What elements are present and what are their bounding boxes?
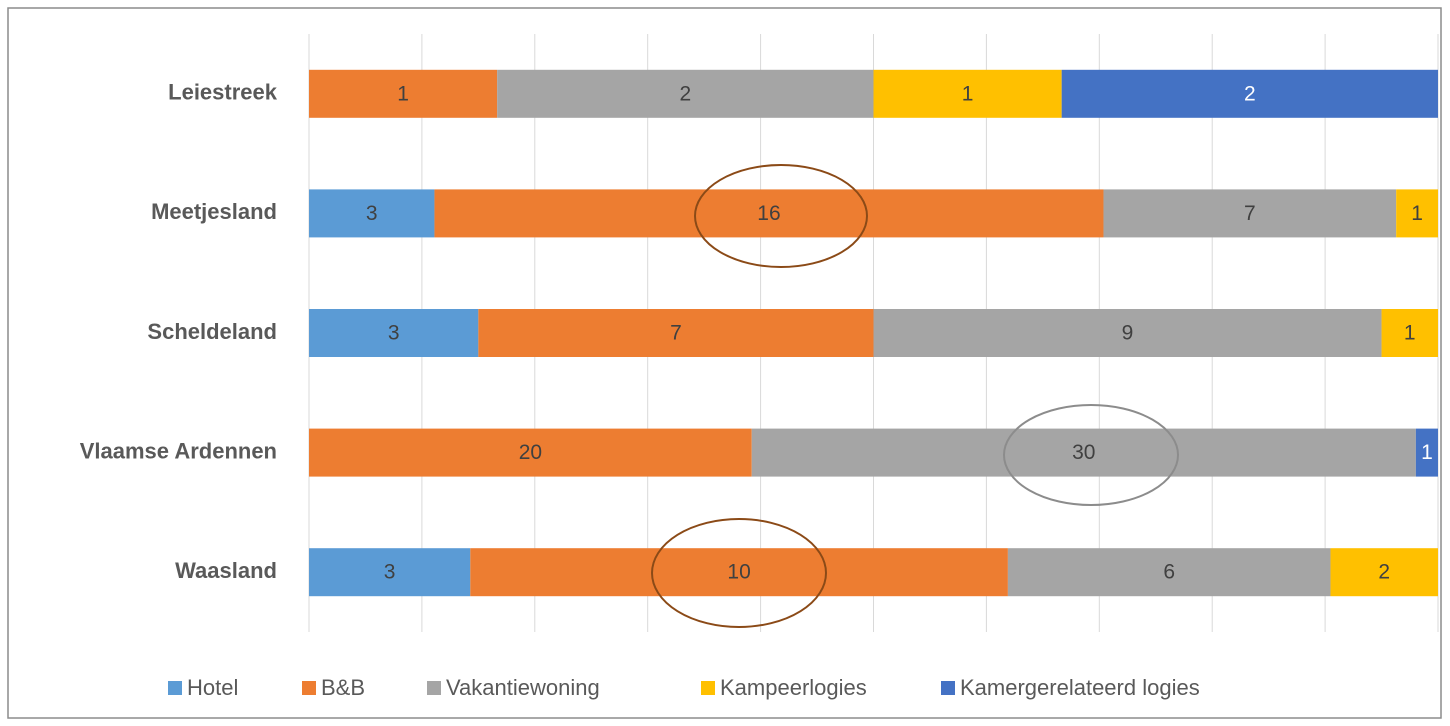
data-label: 2	[1378, 561, 1390, 584]
bar-segment	[309, 309, 479, 357]
data-label: 1	[962, 82, 974, 105]
bar-segment	[309, 428, 752, 477]
legend-swatch	[302, 681, 316, 695]
bar-segment	[497, 69, 874, 118]
bar-segment	[434, 189, 1104, 238]
y-tick-label: Meetjesland	[151, 199, 277, 224]
bar-segment	[1396, 189, 1438, 238]
data-label: 3	[388, 322, 400, 345]
annotation-circle	[1003, 404, 1179, 506]
annotation-circle	[651, 518, 827, 628]
y-tick-label: Leiestreek	[168, 80, 278, 105]
bar-segment	[1007, 548, 1331, 597]
data-label: 1	[1404, 322, 1416, 345]
data-label: 6	[1163, 561, 1175, 584]
legend-swatch	[941, 681, 955, 695]
bar-segment	[1103, 189, 1397, 238]
bar-segment	[1381, 309, 1438, 357]
bar-segment	[873, 309, 1382, 357]
bar-segment	[1330, 548, 1438, 597]
y-tick-label: Vlaamse Ardennen	[80, 438, 277, 463]
data-label: 1	[1421, 441, 1433, 464]
data-label: 16	[757, 202, 780, 225]
data-label: 10	[727, 561, 750, 584]
y-tick-label: Waasland	[175, 558, 277, 583]
y-tick-label: Scheldeland	[147, 319, 277, 344]
bar-segment	[309, 69, 498, 118]
bar-segment	[478, 309, 874, 357]
bar-segment	[873, 69, 1062, 118]
data-label: 30	[1072, 441, 1095, 464]
bar-segment	[751, 428, 1416, 477]
data-label: 7	[1244, 202, 1256, 225]
chart-border	[7, 7, 1442, 719]
legend-swatch	[427, 681, 441, 695]
data-label: 7	[670, 322, 682, 345]
legend-swatch	[168, 681, 182, 695]
legend-label: Hotel	[187, 675, 238, 700]
legend-swatch	[701, 681, 715, 695]
data-label: 1	[397, 82, 409, 105]
bar-segment	[309, 189, 435, 238]
data-label: 9	[1122, 322, 1134, 345]
bar-segment	[1061, 69, 1438, 118]
legend-label: Kamergerelateerd logies	[960, 675, 1200, 700]
legend-label: B&B	[321, 675, 365, 700]
data-label: 3	[366, 202, 378, 225]
legend-label: Kampeerlogies	[720, 675, 867, 700]
data-label: 2	[1244, 82, 1256, 105]
bar-segment	[470, 548, 1008, 597]
data-label: 1	[1411, 202, 1423, 225]
data-label: 20	[519, 441, 542, 464]
data-label: 2	[679, 82, 691, 105]
legend: Hotel B&B Vakantiewoning Kampeerlogies Kamer…	[168, 675, 1200, 700]
bar-segment	[1415, 428, 1438, 477]
data-label: 3	[384, 561, 396, 584]
annotation-circle	[694, 164, 868, 268]
legend-label: Vakantiewoning	[446, 675, 600, 700]
bar-segment	[309, 548, 471, 597]
